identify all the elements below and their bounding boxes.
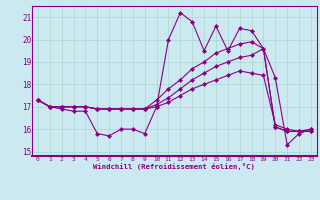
X-axis label: Windchill (Refroidissement éolien,°C): Windchill (Refroidissement éolien,°C) bbox=[93, 163, 255, 170]
